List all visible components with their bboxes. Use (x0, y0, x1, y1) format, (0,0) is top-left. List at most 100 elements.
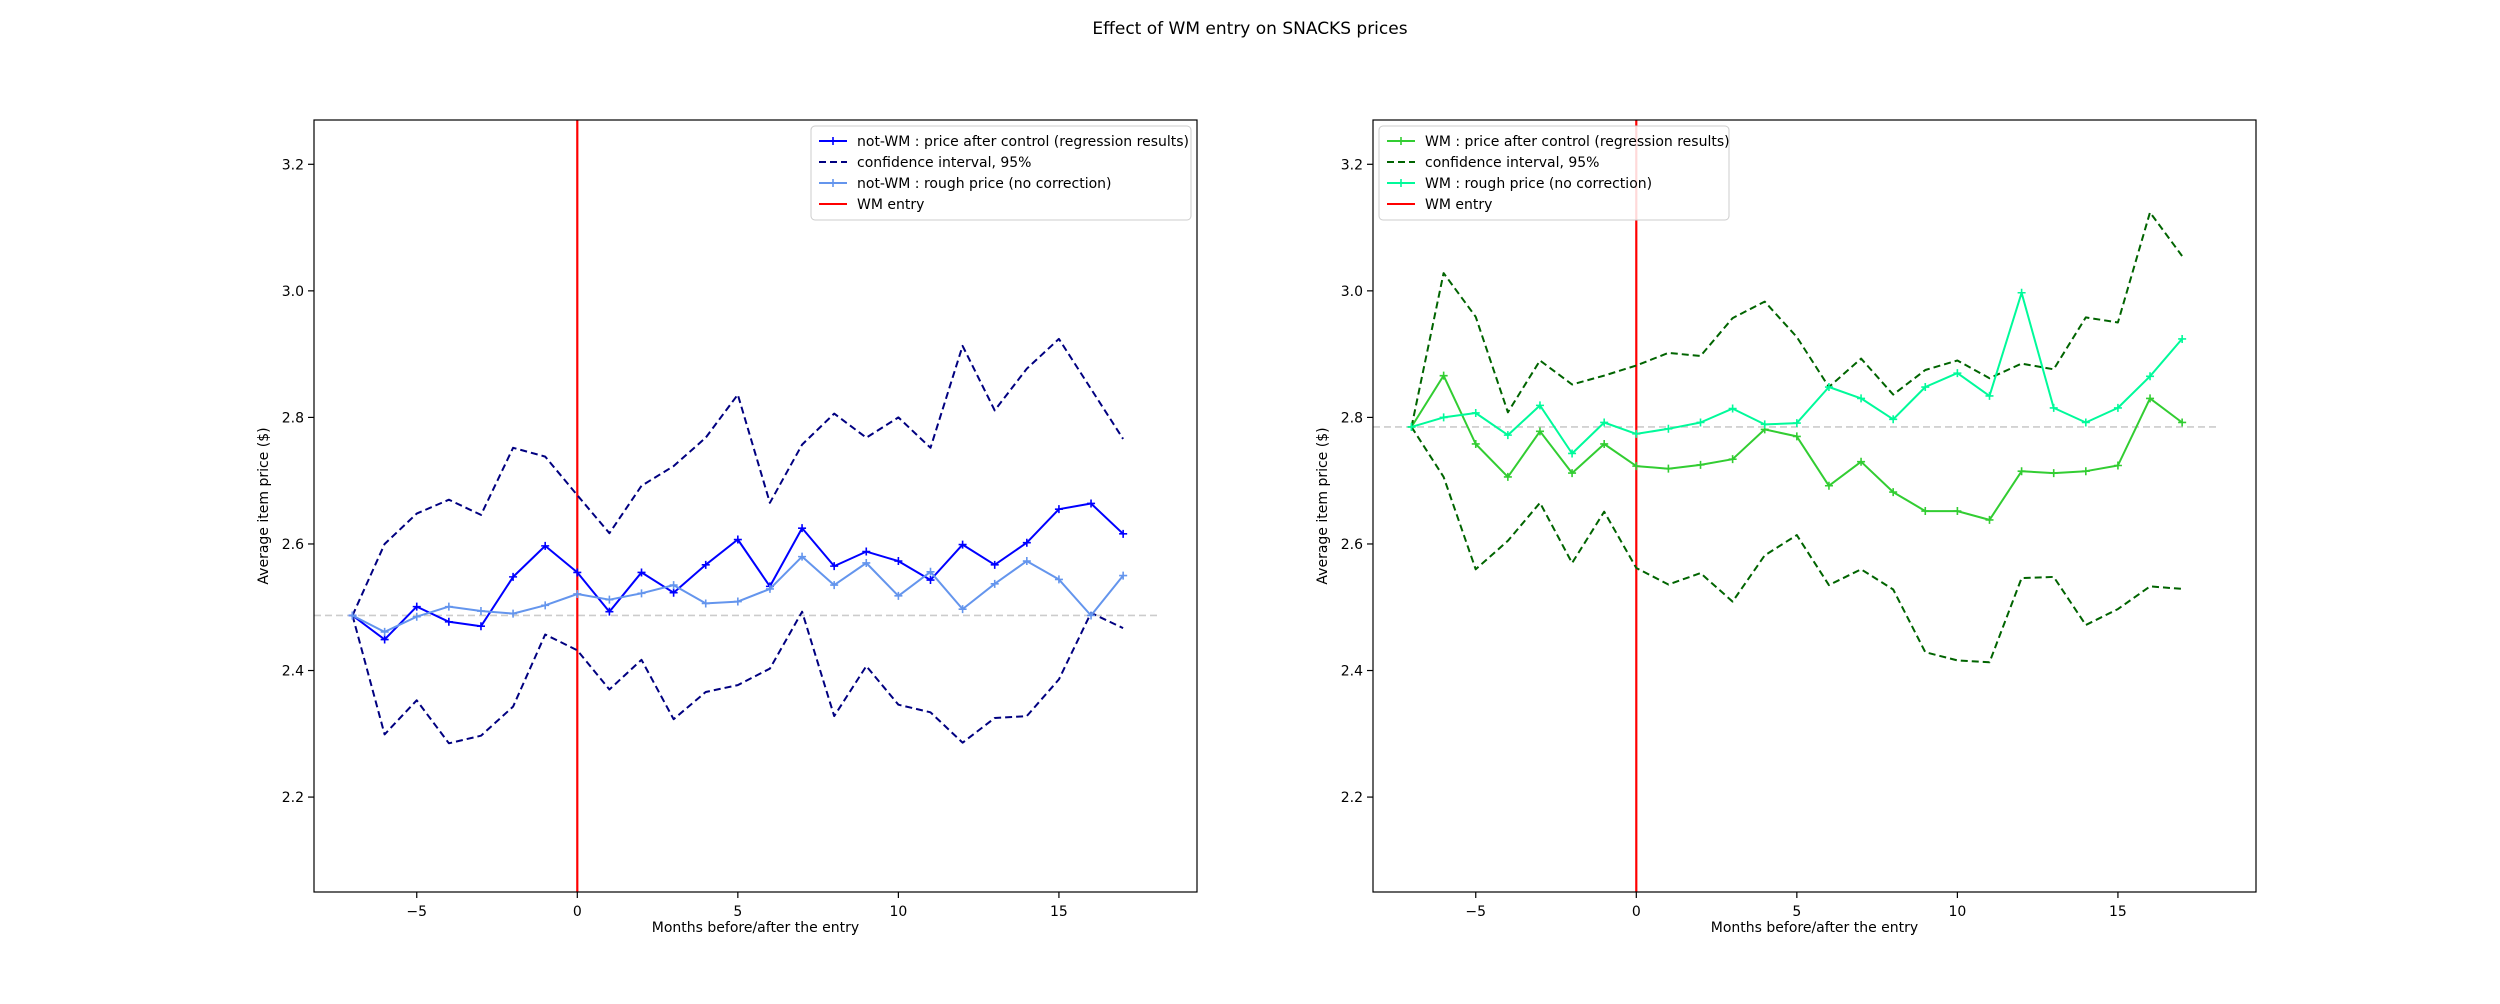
y-tick-label: 2.6 (1341, 537, 1363, 553)
series-1-point (2049, 469, 2058, 478)
series-4-point (2081, 418, 2090, 427)
series-1-point (573, 568, 582, 577)
series-1-point (1503, 472, 1512, 481)
x-tick-label: −5 (1465, 904, 1486, 920)
series-4-point (444, 602, 453, 611)
series-4-point (798, 552, 807, 561)
series-1-point (509, 572, 518, 581)
y-tick-label: 3.2 (1341, 157, 1363, 173)
series-1-point (380, 635, 389, 644)
series-4-point (830, 581, 839, 590)
series-1-point (701, 560, 710, 569)
x-axis-label: Months before/after the entry (652, 920, 859, 936)
legend-label: WM entry (857, 197, 924, 213)
series-4-point (1054, 575, 1063, 584)
series-4-point (926, 567, 935, 576)
plot-area (314, 120, 1197, 892)
y-tick-label: 2.2 (282, 790, 304, 806)
y-tick-label: 2.4 (282, 664, 304, 680)
series-1-point (2017, 467, 2026, 476)
x-tick-label: −5 (406, 904, 427, 920)
series-4-point (862, 558, 871, 567)
x-tick-label: 5 (1792, 904, 1801, 920)
x-axis-label: Months before/after the entry (1711, 920, 1918, 936)
series-1-point (476, 622, 485, 631)
legend-label: WM entry (1425, 197, 1492, 213)
series-4-point (2113, 403, 2122, 412)
series-4-point (1953, 369, 1962, 378)
series-1-point (862, 547, 871, 556)
axes-frame (313, 119, 1198, 893)
series-1-point (669, 588, 678, 597)
series-1-point (1728, 455, 1737, 464)
legend-label: WM : rough price (no correction) (1425, 176, 1652, 192)
series-4-point (541, 601, 550, 610)
series-4-point (380, 627, 389, 636)
series-1-point (894, 557, 903, 566)
legend: WM : price after control (regression res… (1378, 125, 1730, 221)
series-1-point (1087, 499, 1096, 508)
series-4-point (1760, 420, 1769, 429)
legend: not-WM : price after control (regression… (810, 125, 1192, 221)
legend-box (810, 125, 1192, 221)
series-4-point (1985, 391, 1994, 400)
series-4-point (573, 589, 582, 598)
chart-panel-1: −5 0 5 10 15 2.2 2.4 2.6 2.8 3.0 3.2 Months before/… (256, 119, 1198, 936)
series-4-point (1535, 401, 1544, 410)
series-4-point (1728, 404, 1737, 413)
series-4-point (1696, 418, 1705, 427)
series-4-point (1600, 418, 1609, 427)
series-4-point (1439, 413, 1448, 422)
x-tick-label: 0 (573, 904, 582, 920)
legend-label: confidence interval, 95% (857, 155, 1031, 171)
legend-label: not-WM : price after control (regression… (857, 134, 1189, 150)
series-1-point (2081, 467, 2090, 476)
series-4-point (1471, 408, 1480, 417)
x-tick-label: 5 (733, 904, 742, 920)
series-4-point (958, 605, 967, 614)
series-1-point (2178, 418, 2187, 427)
x-tick-label: 10 (1948, 904, 1966, 920)
y-tick-label: 3.2 (282, 157, 304, 173)
series-4-point (1503, 431, 1512, 440)
y-axis-label: Average item price ($) (256, 427, 272, 584)
series-4-point (1889, 415, 1898, 424)
y-tick-label: 3.0 (1341, 284, 1363, 300)
y-axis-label: Average item price ($) (1315, 427, 1331, 584)
series-1-point (733, 535, 742, 544)
series-line-3 (1410, 426, 2183, 664)
series-4-point (1664, 424, 1673, 433)
legend-marker (829, 179, 837, 187)
series-4-point (669, 581, 678, 590)
series-1-point (637, 568, 646, 577)
series-4-point (894, 591, 903, 600)
x-tick-label: 10 (889, 904, 907, 920)
x-tick-label: 0 (1632, 904, 1641, 920)
series-4-point (605, 595, 614, 604)
series-1-point (1889, 488, 1898, 497)
series-1-point (1439, 371, 1448, 380)
plot-content (1373, 120, 2218, 892)
series-1-point (1696, 460, 1705, 469)
series-1-point (1792, 432, 1801, 441)
y-tick-label: 3.0 (282, 284, 304, 300)
series-4-point (509, 609, 518, 618)
series-line-3 (351, 610, 1124, 745)
chart-panels: −5 0 5 10 15 2.2 2.4 2.6 2.8 3.0 3.2 Months before/… (256, 119, 2257, 936)
series-4-point (1632, 429, 1641, 438)
y-tick-label: 2.8 (282, 410, 304, 426)
series-4-point (990, 579, 999, 588)
series-1-point (1471, 439, 1480, 448)
legend-marker (829, 137, 837, 145)
legend-marker (1397, 179, 1405, 187)
series-1-point (2146, 394, 2155, 403)
series-1-point (1054, 505, 1063, 514)
series-1-point (1953, 507, 1962, 516)
series-1-point (541, 541, 550, 550)
series-4-point (2049, 403, 2058, 412)
series-4-point (1022, 557, 1031, 566)
series-1-point (958, 540, 967, 549)
series-1-point (798, 524, 807, 533)
plot-content (314, 120, 1159, 892)
